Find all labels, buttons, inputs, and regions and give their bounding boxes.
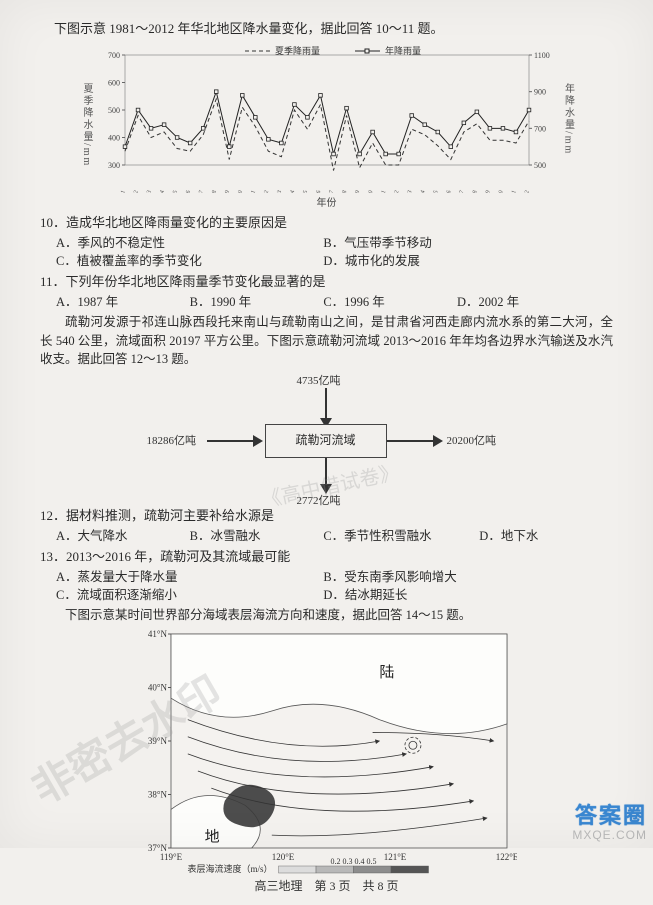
q13-C: C．流域面积逐渐缩小 xyxy=(56,586,323,604)
q11-A: A．1987 年 xyxy=(56,293,190,311)
svg-text:年降雨量: 年降雨量 xyxy=(385,45,421,56)
svg-text:2008: 2008 xyxy=(469,189,479,192)
context-12-13: 疏勒河发源于祁连山脉西段托来南山与疏勒南山之间，是甘肃省河西走廊内流水系的第二大… xyxy=(40,313,613,367)
left-axis-label: 夏季降水量/mm xyxy=(79,83,94,167)
svg-text:1996: 1996 xyxy=(312,189,322,192)
context-14-15: 下图示意某时间世界部分海域表层海流方向和速度，据此回答 14～15 题。 xyxy=(40,606,613,624)
q10-C: C．植被覆盖率的季节变化 xyxy=(56,252,323,270)
svg-text:39°N: 39°N xyxy=(147,736,167,746)
svg-text:40°N: 40°N xyxy=(147,682,167,692)
q13-A: A．蒸发量大于降水量 xyxy=(56,568,323,586)
right-axis-label: 年降水量/mm xyxy=(560,83,575,155)
svg-text:1987: 1987 xyxy=(195,189,205,192)
svg-text:41°N: 41°N xyxy=(147,629,167,639)
svg-text:500: 500 xyxy=(108,106,120,115)
q12-B: B．冰雪融水 xyxy=(190,527,324,545)
q10-D: D．城市化的发展 xyxy=(323,252,590,270)
svg-text:1993: 1993 xyxy=(273,189,283,192)
svg-text:1991: 1991 xyxy=(247,189,257,192)
map-currents: 41°N40°N39°N38°N37°N119°E120°E121°E122°E… xyxy=(137,628,517,878)
q12-C: C．季节性积雪融水 xyxy=(323,527,479,545)
svg-text:1100: 1100 xyxy=(534,51,550,60)
svg-text:600: 600 xyxy=(108,78,120,87)
svg-text:2003: 2003 xyxy=(403,189,413,192)
svg-text:122°E: 122°E xyxy=(495,852,516,862)
svg-text:1990: 1990 xyxy=(234,189,244,192)
svg-text:表层海流速度（m/s）: 表层海流速度（m/s） xyxy=(187,863,272,874)
corner-title: 答案圈 xyxy=(575,803,647,828)
svg-text:1992: 1992 xyxy=(260,189,270,192)
svg-text:700: 700 xyxy=(108,51,120,60)
svg-text:900: 900 xyxy=(534,88,546,97)
svg-text:地: 地 xyxy=(204,829,219,846)
svg-text:1985: 1985 xyxy=(169,189,179,192)
svg-text:陆: 陆 xyxy=(379,664,394,681)
svg-text:1999: 1999 xyxy=(351,189,361,192)
svg-text:120°E: 120°E xyxy=(271,852,294,862)
svg-text:2012: 2012 xyxy=(521,189,531,192)
q13-B: B．受东南季风影响增大 xyxy=(323,568,590,586)
flow-right-label: 20200亿吨 xyxy=(447,434,497,450)
flow-left-label: 18286亿吨 xyxy=(147,434,197,450)
svg-text:1983: 1983 xyxy=(143,189,153,192)
svg-text:2011: 2011 xyxy=(508,189,518,192)
q10-stem: 10．造成华北地区降雨量变化的主要原因是 xyxy=(40,214,613,233)
q10-A: A．季风的不稳定性 xyxy=(56,234,323,252)
context-10-11: 下图示意 1981～2012 年华北地区降水量变化，据此回答 10～11 题。 xyxy=(54,20,613,39)
svg-text:300: 300 xyxy=(108,161,120,170)
svg-text:2002: 2002 xyxy=(390,189,400,192)
svg-text:1982: 1982 xyxy=(130,189,140,192)
svg-text:119°E: 119°E xyxy=(159,852,182,862)
svg-text:1989: 1989 xyxy=(221,189,231,192)
svg-text:2009: 2009 xyxy=(482,189,492,192)
corner-url: MXQE.COM xyxy=(572,828,647,842)
svg-text:2005: 2005 xyxy=(429,189,439,192)
chart-precip: 夏季降水量/mm 年降水量/mm 70060050040030011009007… xyxy=(87,43,567,193)
q11-B: B．1990 年 xyxy=(190,293,324,311)
svg-text:夏季降雨量: 夏季降雨量 xyxy=(275,45,320,56)
page-footer: 高三地理 第 3 页 共 8 页 xyxy=(40,878,613,895)
q11-C: C．1996 年 xyxy=(323,293,457,311)
svg-text:2010: 2010 xyxy=(495,189,505,192)
flow-diagram: 4735亿吨 18286亿吨 疏勒河流域 20200亿吨 2772亿吨 xyxy=(147,374,507,504)
x-axis-label: 年份 xyxy=(40,197,613,212)
q12-A: A．大气降水 xyxy=(56,527,190,545)
svg-text:1981: 1981 xyxy=(117,189,127,192)
svg-text:1997: 1997 xyxy=(325,189,335,192)
svg-text:38°N: 38°N xyxy=(147,789,167,799)
svg-text:2001: 2001 xyxy=(377,189,387,192)
q13-D: D．结冰期延长 xyxy=(323,586,590,604)
svg-text:1995: 1995 xyxy=(299,189,309,192)
flow-bottom-label: 2772亿吨 xyxy=(297,494,341,510)
svg-text:0.2 0.3 0.4 0.5: 0.2 0.3 0.4 0.5 xyxy=(330,857,376,866)
q12-D: D．地下水 xyxy=(479,527,590,545)
svg-text:2004: 2004 xyxy=(416,189,426,192)
svg-text:400: 400 xyxy=(108,133,120,142)
q11-D: D．2002 年 xyxy=(457,293,591,311)
q10-B: B．气压带季节移动 xyxy=(323,234,590,252)
flow-top-label: 4735亿吨 xyxy=(297,374,341,390)
svg-text:1994: 1994 xyxy=(286,189,296,192)
svg-text:121°E: 121°E xyxy=(383,852,406,862)
svg-text:500: 500 xyxy=(534,161,546,170)
q13-stem: 13．2013～2016 年，疏勒河及其流域最可能 xyxy=(40,548,613,567)
svg-text:1988: 1988 xyxy=(208,189,218,192)
svg-text:1984: 1984 xyxy=(156,189,166,192)
svg-text:700: 700 xyxy=(534,124,546,133)
svg-text:2000: 2000 xyxy=(364,189,374,192)
q11-stem: 11．下列年份华北地区降雨量季节变化最显著的是 xyxy=(40,273,613,292)
svg-text:2006: 2006 xyxy=(442,189,452,192)
corner-brand: 答案圈 MXQE.COM xyxy=(572,798,647,842)
svg-text:1986: 1986 xyxy=(182,189,192,192)
svg-text:1998: 1998 xyxy=(338,189,348,192)
svg-text:2007: 2007 xyxy=(455,189,465,192)
flow-box: 疏勒河流域 xyxy=(265,424,387,458)
